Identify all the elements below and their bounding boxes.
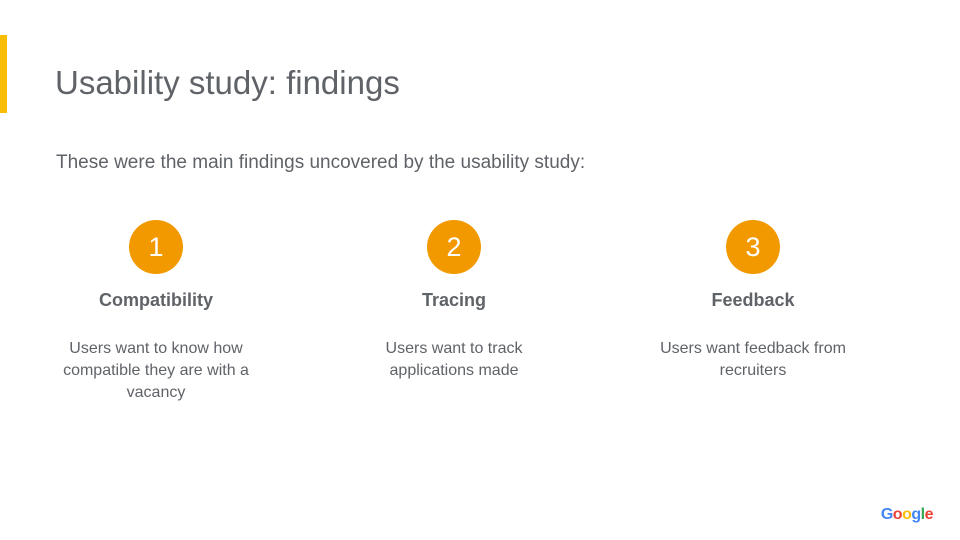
finding-number-badge: 3 — [726, 220, 780, 274]
finding-heading: Tracing — [421, 290, 487, 310]
slide-subtitle: These were the main findings uncovered b… — [56, 152, 586, 173]
finding-compatibility: 1 Compatibility Users want to know how c… — [46, 220, 266, 404]
google-logo: Google — [880, 505, 934, 525]
logo-letter: o — [892, 506, 903, 523]
finding-number-badge: 2 — [427, 220, 481, 274]
logo-letter: o — [902, 506, 912, 523]
finding-tracing: 2 Tracing Users want to track applicatio… — [344, 220, 564, 382]
accent-bar — [0, 35, 7, 113]
slide-title: Usability study: findings — [55, 64, 400, 101]
finding-number-badge: 1 — [129, 220, 183, 274]
logo-letter: e — [924, 506, 934, 523]
logo-letter: G — [880, 506, 893, 523]
finding-description: Users want to know how compatible they a… — [63, 340, 249, 401]
finding-heading: Compatibility — [98, 290, 213, 310]
finding-description: Users want feedback from recruiters — [660, 340, 846, 379]
finding-description: Users want to track applications made — [385, 340, 523, 379]
finding-feedback: 3 Feedback Users want feedback from recr… — [643, 220, 863, 382]
logo-letter: l — [920, 506, 925, 523]
finding-heading: Feedback — [711, 290, 795, 310]
logo-letter: g — [911, 506, 921, 523]
